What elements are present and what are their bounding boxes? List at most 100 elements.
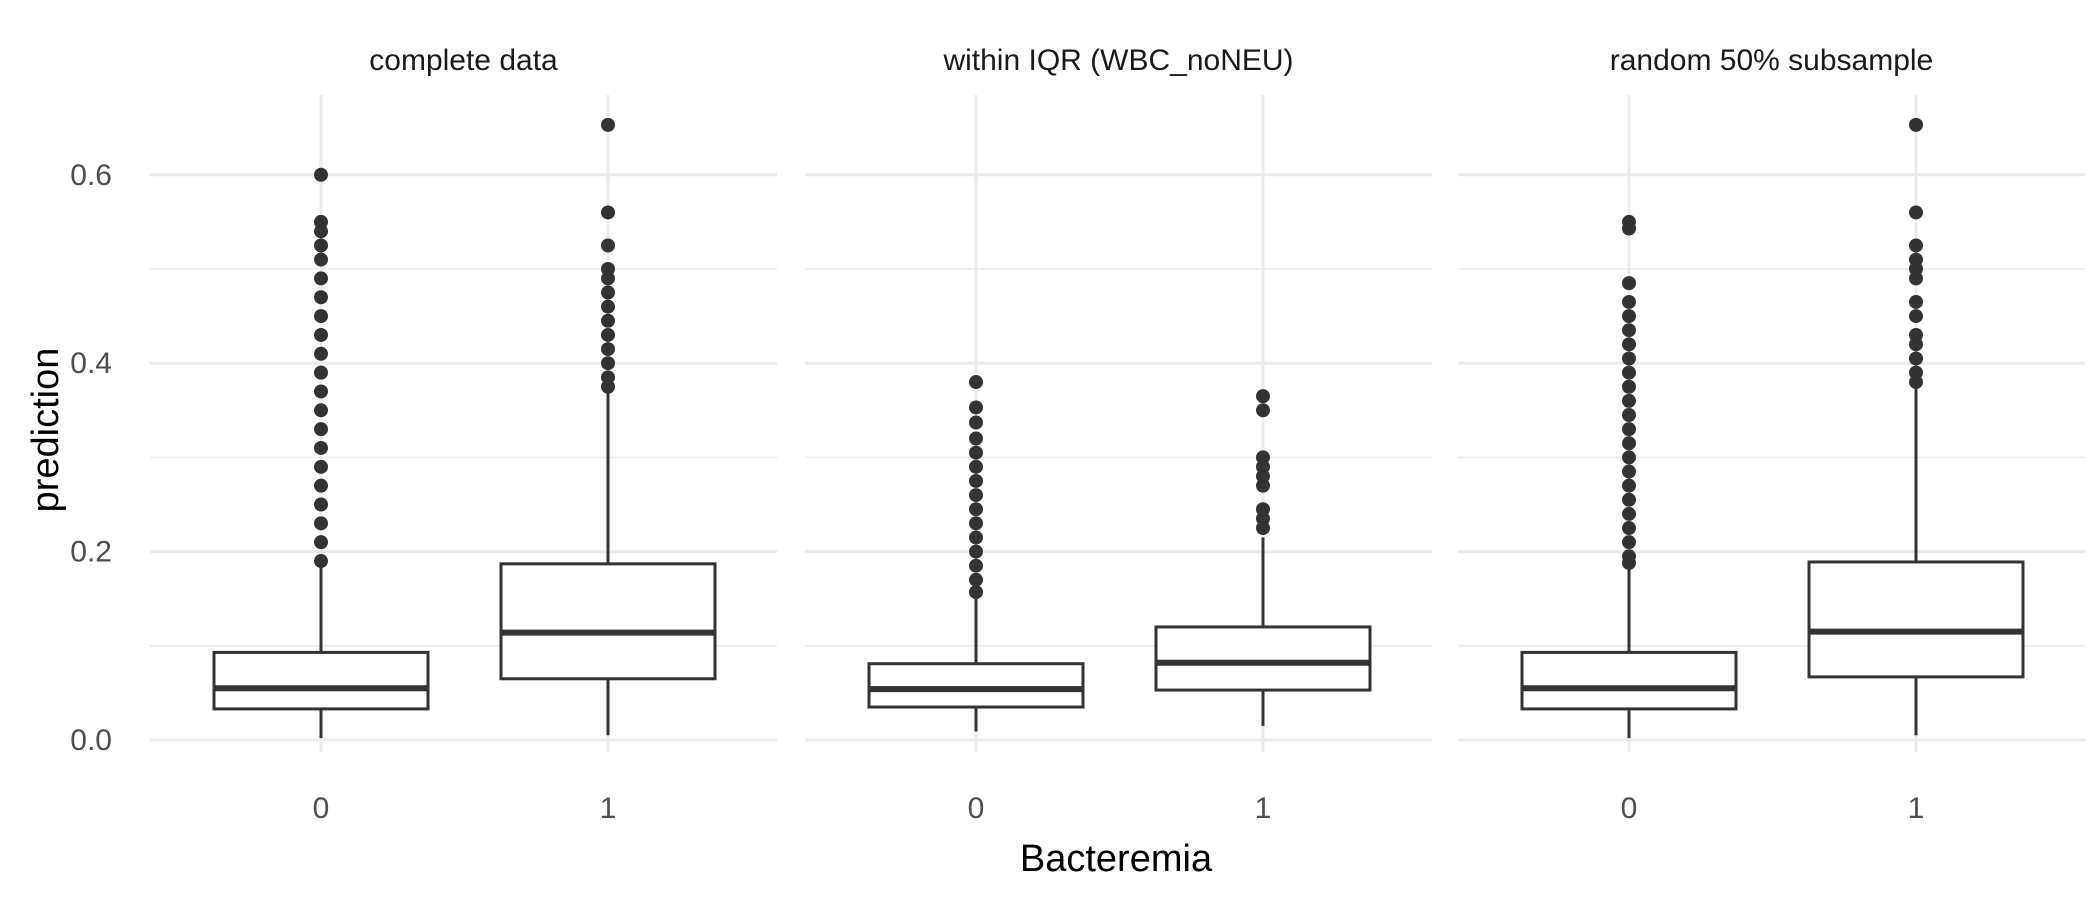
outlier-point	[969, 585, 983, 600]
outlier-point	[601, 313, 615, 328]
outlier-point	[969, 572, 983, 587]
facet-panel: random 50% subsample 0 1	[1458, 44, 2085, 825]
outlier-point	[601, 327, 615, 342]
outlier-point	[314, 238, 328, 253]
outlier-point	[1909, 117, 1923, 132]
outlier-point	[969, 530, 983, 545]
outlier-point	[1909, 294, 1923, 309]
outlier-point	[1622, 408, 1636, 423]
facet-title: within IQR (WBC_noNEU)	[942, 44, 1293, 77]
outlier-point	[1256, 478, 1270, 493]
outlier-point	[1622, 309, 1636, 324]
outlier-point	[314, 167, 328, 182]
outlier-point	[1622, 337, 1636, 352]
outlier-point	[1256, 521, 1270, 536]
outlier-point	[314, 327, 328, 342]
outlier-point	[1622, 393, 1636, 408]
y-tick-label: 0.6	[70, 159, 112, 192]
outlier-point	[601, 285, 615, 300]
outlier-point	[314, 365, 328, 380]
outlier-point	[1622, 294, 1636, 309]
outlier-point	[1622, 351, 1636, 366]
outlier-point	[1256, 403, 1270, 418]
iqr-box	[212, 650, 430, 711]
x-tick-label: 1	[1255, 792, 1272, 825]
box-1	[1807, 117, 2025, 736]
outlier-point	[1622, 506, 1636, 521]
outlier-point	[1622, 521, 1636, 536]
outlier-point	[314, 459, 328, 474]
outlier-point	[1622, 450, 1636, 465]
x-tick-label: 0	[968, 792, 985, 825]
outlier-point	[1622, 221, 1636, 236]
box-0	[212, 167, 430, 739]
outlier-point	[1622, 478, 1636, 493]
outlier-point	[314, 290, 328, 305]
outlier-point	[314, 535, 328, 550]
outlier-point	[1622, 323, 1636, 338]
facet-panel: within IQR (WBC_noNEU) 0 1	[805, 44, 1432, 825]
outlier-point	[969, 445, 983, 460]
outlier-point	[1909, 337, 1923, 352]
outlier-point	[601, 379, 615, 394]
outlier-point	[601, 238, 615, 253]
outlier-point	[1622, 276, 1636, 291]
outlier-point	[314, 224, 328, 239]
outlier-point	[1622, 492, 1636, 507]
outlier-point	[314, 309, 328, 324]
outlier-point	[314, 497, 328, 512]
facet-title: random 50% subsample	[1610, 44, 1934, 77]
iqr-box	[1520, 650, 1738, 711]
outlier-point	[314, 554, 328, 569]
outlier-point	[1909, 375, 1923, 390]
outlier-point	[1622, 436, 1636, 451]
y-tick-label: 0.4	[70, 347, 112, 380]
box-1	[1154, 389, 1372, 726]
outlier-point	[314, 271, 328, 286]
iqr-box	[1807, 560, 2025, 679]
facet-title: complete data	[369, 44, 558, 77]
x-tick-label: 0	[1621, 792, 1638, 825]
box-0	[1520, 214, 1738, 739]
outlier-point	[314, 252, 328, 267]
box-0	[867, 375, 1085, 732]
outlier-point	[1622, 464, 1636, 479]
outlier-point	[1909, 238, 1923, 253]
outlier-point	[601, 271, 615, 286]
outlier-point	[1909, 309, 1923, 324]
x-tick-label: 0	[313, 792, 330, 825]
x-tick-label: 1	[600, 792, 617, 825]
outlier-point	[1909, 351, 1923, 366]
x-axis-title: Bacteremia	[1020, 838, 1213, 880]
x-tick-label: 1	[1908, 792, 1925, 825]
facet-panel: complete data 0 1	[150, 44, 777, 825]
outlier-point	[1909, 205, 1923, 220]
iqr-box	[499, 562, 717, 681]
outlier-point	[969, 473, 983, 488]
iqr-box	[867, 662, 1085, 709]
outlier-point	[1622, 365, 1636, 380]
y-axis: 0.0 0.2 0.4 0.6	[70, 159, 112, 757]
outlier-point	[314, 516, 328, 531]
outlier-point	[1909, 271, 1923, 286]
outlier-point	[969, 488, 983, 503]
outlier-point	[1622, 535, 1636, 550]
iqr-box	[1154, 625, 1372, 692]
outlier-point	[1622, 555, 1636, 570]
outlier-point	[1622, 379, 1636, 394]
outlier-point	[314, 403, 328, 418]
outlier-point	[969, 516, 983, 531]
outlier-point	[601, 342, 615, 357]
outlier-point	[969, 502, 983, 517]
outlier-point	[969, 544, 983, 559]
y-tick-label: 0.0	[70, 724, 112, 757]
outlier-point	[969, 431, 983, 446]
outlier-point	[1256, 389, 1270, 404]
outlier-point	[969, 459, 983, 474]
outlier-point	[601, 356, 615, 371]
y-tick-label: 0.2	[70, 536, 112, 569]
outlier-point	[969, 375, 983, 390]
outlier-point	[969, 558, 983, 573]
outlier-point	[601, 205, 615, 220]
outlier-point	[314, 478, 328, 493]
